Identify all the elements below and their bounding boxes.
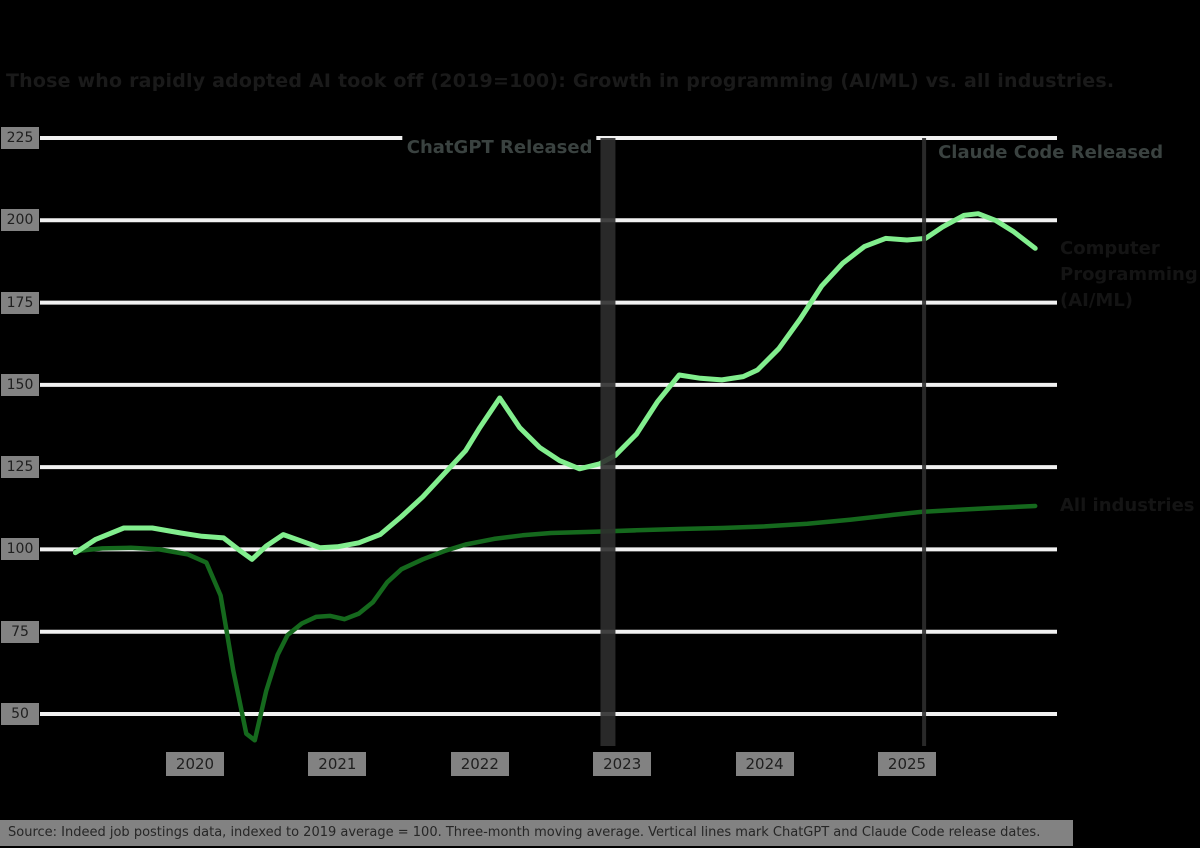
source-footer: Source: Indeed job postings data, indexe… — [0, 820, 1073, 846]
annotation-claude-code-released: Claude Code Released — [934, 141, 1168, 164]
x-tick-label: 2022 — [450, 752, 509, 776]
series-line-computer-programming-ai-ml — [72, 211, 1038, 562]
x-tick-label: 2025 — [878, 752, 936, 776]
y-tick-label: 75 — [1, 620, 39, 643]
series-line-all-industries — [73, 503, 1038, 743]
y-tick-label: 225 — [1, 127, 39, 149]
series-label-line: (AI/ML) — [1060, 290, 1134, 311]
y-tick-label: 125 — [1, 456, 39, 479]
x-tick-label: 2023 — [593, 752, 652, 776]
event-line-chatgpt-released — [600, 138, 616, 746]
x-tick-label: 2024 — [735, 752, 794, 776]
series-label-line: Programming — [1060, 264, 1198, 285]
y-tick-label: 200 — [1, 209, 39, 232]
annotation-chatgpt-released: ChatGPT Released — [402, 136, 597, 159]
x-tick-label: 2021 — [308, 752, 367, 776]
y-tick-label: 50 — [1, 703, 39, 725]
y-tick-label: 175 — [1, 291, 39, 314]
x-tick-label: 2020 — [166, 752, 224, 776]
y-tick-label: 150 — [1, 373, 39, 396]
series-label-line: Computer — [1060, 238, 1160, 259]
y-tick-label: 100 — [1, 538, 39, 561]
series-label-computer-programming: Computer Programming (AI/ML) — [1060, 236, 1198, 314]
event-line-claude-code-released — [922, 138, 927, 746]
series-label-all-industries: All industries — [1060, 495, 1195, 516]
chart-title: Those who rapidly adopted AI took off (2… — [6, 70, 1115, 92]
